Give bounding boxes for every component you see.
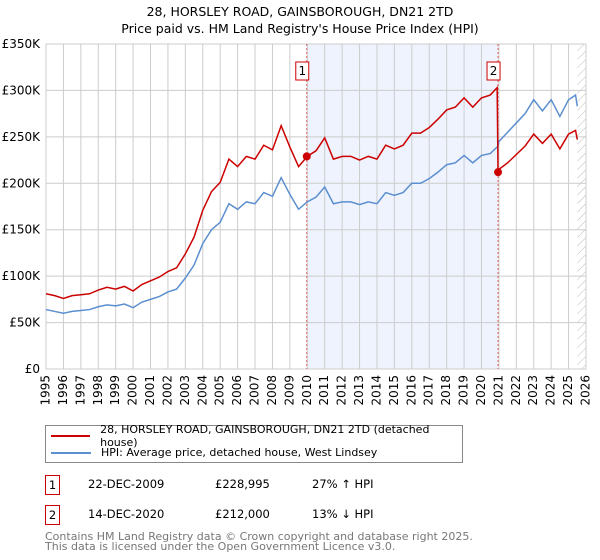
x-tick-label: 2017 — [422, 375, 436, 406]
plot-border — [45, 43, 587, 370]
legend-item-property: 28, HORSLEY ROAD, GAINSBOROUGH, DN21 2TD… — [51, 423, 462, 449]
chart-title: 28, HORSLEY ROAD, GAINSBOROUGH, DN21 2TD… — [0, 3, 600, 37]
y-tick-label: £50K — [9, 316, 41, 330]
x-tick-label: 2002 — [160, 375, 174, 406]
y-tick-label: £100K — [2, 269, 42, 283]
sale-marker-label: 1 — [298, 64, 306, 78]
x-tick-label: 2012 — [335, 375, 349, 406]
x-tick-label: 2016 — [404, 375, 418, 406]
legend-red-line — [51, 434, 91, 437]
x-tick-label: 2005 — [213, 375, 227, 406]
x-tick-label: 2010 — [300, 375, 314, 406]
transaction-price: £212,000 — [215, 507, 270, 521]
sale-marker-label: 2 — [490, 64, 498, 78]
x-tick-label: 2015 — [387, 375, 401, 406]
marker-badge: 1 — [45, 475, 60, 495]
y-tick-label: £300K — [2, 83, 42, 97]
x-tick-label: 2020 — [474, 375, 488, 406]
transaction-hpi: 27% ↑ HPI — [312, 477, 374, 491]
x-tick-label: 2004 — [195, 375, 209, 406]
y-tick-label: £0 — [25, 362, 40, 376]
y-tick-label: £150K — [2, 223, 42, 237]
y-tick-label: £250K — [2, 130, 42, 144]
x-tick-label: 2001 — [143, 375, 157, 406]
x-tick-label: 2000 — [126, 375, 140, 406]
transaction-date: 14-DEC-2020 — [88, 507, 165, 521]
forecast-hatch — [577, 44, 586, 369]
x-tick-label: 2024 — [544, 375, 558, 406]
x-tick-label: 2014 — [369, 375, 383, 406]
sale-point — [302, 152, 311, 161]
legend-label: HPI: Average price, detached house, West… — [101, 446, 378, 459]
y-tick-label: £350K — [2, 37, 42, 51]
x-tick-label: 2006 — [230, 375, 244, 406]
x-tick-label: 2023 — [526, 375, 540, 406]
x-tick-label: 2011 — [317, 375, 331, 406]
x-tick-label: 1996 — [56, 375, 70, 406]
footer-line: Contains HM Land Registry data © Crown c… — [45, 530, 473, 543]
x-tick-label: 2019 — [457, 375, 471, 406]
x-tick-label: 2018 — [439, 375, 453, 406]
x-tick-label: 2022 — [509, 375, 523, 406]
subtitle: Price paid vs. HM Land Registry's House … — [121, 21, 479, 36]
footer: Contains HM Land Registry data © Crown c… — [45, 530, 473, 553]
x-tick-label: 2013 — [352, 375, 366, 406]
x-tick-label: 2008 — [265, 375, 279, 406]
y-tick-label: £200K — [2, 176, 42, 190]
x-tick-label: 1995 — [39, 375, 53, 406]
x-tick-label: 2021 — [491, 375, 505, 406]
title: 28, HORSLEY ROAD, GAINSBOROUGH, DN21 2TD — [146, 4, 454, 19]
sale-marker-box — [486, 61, 501, 81]
marker-badge: 2 — [45, 505, 60, 525]
legend: 28, HORSLEY ROAD, GAINSBOROUGH, DN21 2TD… — [45, 423, 463, 463]
sale-marker-box — [295, 61, 310, 81]
transaction-date: 22-DEC-2009 — [88, 477, 165, 491]
legend-blue-line — [51, 451, 91, 454]
x-tick-label: 1997 — [73, 375, 87, 406]
sale-point — [494, 168, 503, 177]
shaded-period — [306, 44, 499, 369]
transaction-price: £228,995 — [215, 477, 270, 491]
x-tick-label: 2025 — [561, 375, 575, 406]
price-chart: 1995 1996 1997 1998 1999 2000 2001 2002 2003 2004… — [2, 37, 593, 406]
legend-item-hpi: HPI: Average price, detached house, West… — [51, 444, 377, 461]
x-tick-label: 2003 — [178, 375, 192, 406]
footer-line: This data is licensed under the Open Gov… — [45, 540, 396, 553]
legend-label: 28, HORSLEY ROAD, GAINSBOROUGH, DN21 2TD… — [100, 422, 430, 449]
transaction-hpi: 13% ↓ HPI — [312, 507, 374, 521]
x-tick-label: 1998 — [91, 375, 105, 406]
x-tick-label: 2007 — [248, 375, 262, 406]
transaction-row: 1 22-DEC-2009 £228,995 27% ↑ HPI — [45, 475, 465, 495]
x-tick-label: 2009 — [282, 375, 296, 406]
x-tick-label: 2026 — [579, 375, 593, 406]
x-tick-label: 1999 — [108, 375, 122, 406]
transaction-row: 2 14-DEC-2020 £212,000 13% ↓ HPI — [45, 505, 465, 525]
